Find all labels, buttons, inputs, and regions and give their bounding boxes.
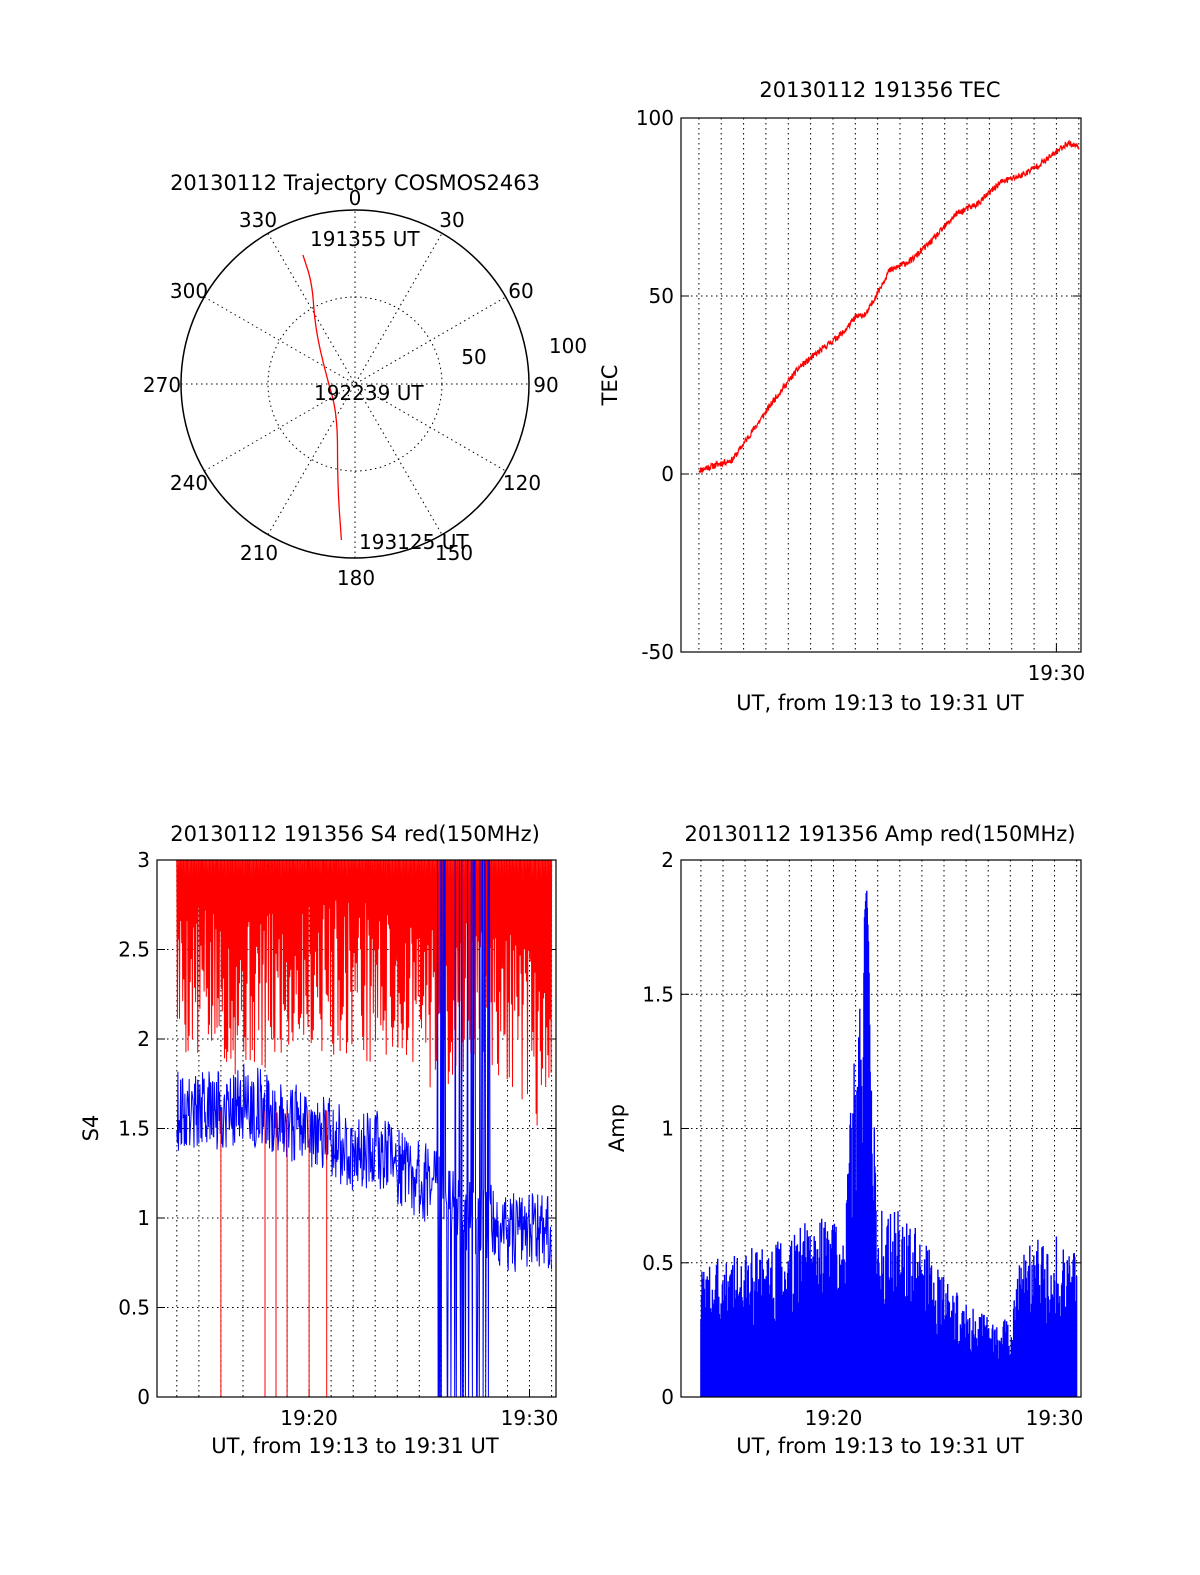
polar-spoke	[204, 296, 506, 472]
amp-y-tick-label: 1	[661, 1117, 674, 1141]
s4-y-tick-label: 2	[137, 1027, 150, 1051]
s4-y-tick-label: 0.5	[118, 1296, 150, 1320]
amp-plot-frame	[680, 859, 1082, 1398]
radial-label-50: 50	[461, 345, 486, 369]
amp-series-line	[700, 890, 1078, 1397]
polar-title: 20130112 Trajectory COSMOS2463	[170, 171, 540, 195]
polar-outer-circle	[180, 209, 530, 559]
az-label-120: 120	[503, 471, 541, 495]
s4-y-tick-label: 1.5	[118, 1117, 150, 1141]
radial-label-100: 100	[549, 334, 587, 358]
s4-y-tick-label: 2.5	[118, 938, 150, 962]
polar-spoke	[204, 296, 506, 472]
amp-y-axis-label: Amp	[605, 1104, 629, 1152]
amp-y-tick-label: 0	[661, 1385, 674, 1409]
trajectory-line	[302, 254, 343, 541]
tec-y-axis-label: TEC	[598, 365, 622, 407]
az-label-90: 90	[533, 373, 558, 397]
az-label-0: 0	[349, 186, 362, 210]
s4-panel: 20130112 191356 S4 red(150MHz) 0 0.5 1 1.5 2…	[79, 822, 558, 1458]
amp-ticks: 0 0.5 1 1.5 2 19:20 19:30	[642, 848, 1083, 1430]
polar-spoke	[267, 233, 443, 535]
amp-x-tick-label: 19:20	[805, 1406, 863, 1430]
tec-panel: 20130112 191356 TEC -50 0 50 100 19:30 UT, f…	[598, 78, 1085, 715]
amp-x-axis-label: UT, from 19:13 to 19:31 UT	[736, 1434, 1024, 1458]
tec-series-line	[698, 139, 1080, 474]
annotation-mid-time: 192239 UT	[314, 381, 424, 405]
annotation-end-time: 193125 UT	[359, 530, 469, 554]
s4-y-tick-label: 3	[137, 848, 150, 872]
tec-y-tick-label: 0	[661, 462, 674, 486]
s4-series	[176, 859, 553, 1398]
amp-series	[700, 890, 1078, 1397]
s4-title: 20130112 191356 S4 red(150MHz)	[170, 822, 540, 846]
tec-ticks: -50 0 50 100 19:30	[636, 106, 1085, 685]
amp-y-tick-label: 1.5	[642, 982, 674, 1006]
polar-grid	[181, 210, 529, 558]
az-label-30: 30	[439, 208, 464, 232]
amp-y-tick-label: 0.5	[642, 1251, 674, 1275]
amp-x-tick-label: 19:30	[1026, 1406, 1084, 1430]
tec-plot-frame	[680, 117, 1082, 653]
tec-x-axis-label: UT, from 19:13 to 19:31 UT	[736, 691, 1024, 715]
s4-y-tick-label: 0	[137, 1385, 150, 1409]
az-label-300: 300	[170, 279, 208, 303]
amp-panel: 20130112 191356 Amp red(150MHz) 0 0.5 1 1.5…	[605, 822, 1083, 1458]
tec-y-tick-label: -50	[641, 640, 674, 664]
tec-y-tick-label: 50	[649, 284, 674, 308]
polar-inner-circle	[267, 296, 443, 472]
az-label-330: 330	[239, 208, 277, 232]
az-label-150: 150	[435, 541, 473, 565]
amp-y-tick-label: 2	[661, 848, 674, 872]
amp-title: 20130112 191356 Amp red(150MHz)	[684, 822, 1075, 846]
tec-title: 20130112 191356 TEC	[759, 78, 1000, 102]
az-label-60: 60	[508, 279, 533, 303]
az-label-180: 180	[337, 566, 375, 590]
polar-spoke	[267, 233, 443, 535]
tec-x-tick-label: 19:30	[1028, 661, 1086, 685]
az-label-270: 270	[143, 373, 181, 397]
polar-trajectory-panel: 20130112 Trajectory COSMOS2463 0 30 60 9…	[143, 171, 587, 590]
az-label-240: 240	[170, 471, 208, 495]
annotation-start-time: 191355 UT	[310, 227, 420, 251]
tec-y-tick-label: 100	[636, 106, 674, 130]
tec-gridlines	[681, 117, 1081, 653]
s4-series-red	[176, 859, 553, 1126]
s4-plot-frame	[156, 859, 557, 1398]
az-label-210: 210	[240, 541, 278, 565]
s4-x-tick-label: 19:30	[501, 1406, 559, 1430]
s4-x-tick-label: 19:20	[280, 1406, 338, 1430]
s4-ticks: 0 0.5 1 1.5 2 2.5 3 19:20 19:30	[118, 848, 558, 1430]
s4-y-tick-label: 1	[137, 1206, 150, 1230]
s4-y-axis-label: S4	[79, 1115, 103, 1142]
s4-x-axis-label: UT, from 19:13 to 19:31 UT	[211, 1434, 499, 1458]
